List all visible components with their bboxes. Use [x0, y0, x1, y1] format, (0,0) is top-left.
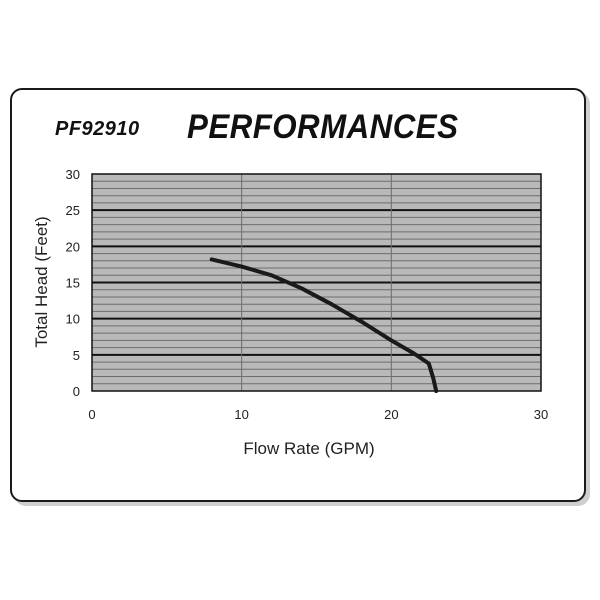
y-tick-label: 5	[73, 348, 80, 363]
y-tick-label: 0	[73, 384, 80, 399]
chart-heading: PERFORMANCES	[187, 108, 459, 146]
x-tick-label: 0	[88, 407, 95, 422]
model-number: PF92910	[55, 118, 140, 140]
grid-lines	[91, 173, 542, 392]
x-axis-label: Flow Rate (GPM)	[243, 439, 374, 458]
plot-border	[91, 173, 542, 392]
x-tick-label: 20	[384, 407, 398, 422]
y-axis-label: Total Head (Feet)	[32, 216, 51, 347]
x-tick-label: 30	[534, 407, 548, 422]
curve-layer	[209, 257, 439, 393]
x-tick-label: 10	[234, 407, 248, 422]
y-tick-label: 30	[66, 167, 80, 182]
y-tick-label: 15	[66, 276, 80, 291]
tick-labels: 0 5 10 15 20 25 30 0 10 20 30	[66, 167, 549, 422]
performance-curve-line	[209, 257, 439, 393]
y-tick-label: 25	[66, 203, 80, 218]
y-tick-label: 10	[66, 312, 80, 327]
y-tick-label: 20	[66, 239, 80, 254]
